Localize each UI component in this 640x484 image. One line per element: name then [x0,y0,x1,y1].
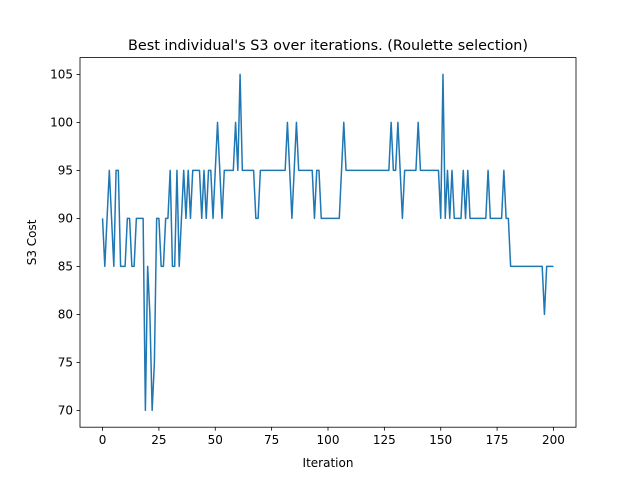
x-tick-label: 25 [151,433,166,447]
x-tick-label: 75 [264,433,279,447]
y-tick-label: 85 [58,259,73,273]
x-tick-label: 50 [208,433,223,447]
y-tick-label: 100 [50,115,73,129]
y-axis-label: S3 Cost [25,219,39,265]
x-tick-label: 200 [542,433,565,447]
y-tick-label: 90 [58,211,73,225]
x-tick-label: 100 [317,433,340,447]
y-tick-label: 95 [58,163,73,177]
y-tick-label: 70 [58,403,73,417]
x-tick-label: 0 [99,433,107,447]
y-tick-label: 80 [58,307,73,321]
x-axis-label: Iteration [303,456,354,470]
y-tick-label: 75 [58,355,73,369]
y-tick-label: 105 [50,67,73,81]
x-tick-label: 175 [486,433,509,447]
plot-frame [79,57,577,428]
x-tick-label: 150 [429,433,452,447]
x-tick-label: 125 [373,433,396,447]
chart-title: Best individual's S3 over iterations. (R… [128,38,528,54]
line [101,73,554,412]
